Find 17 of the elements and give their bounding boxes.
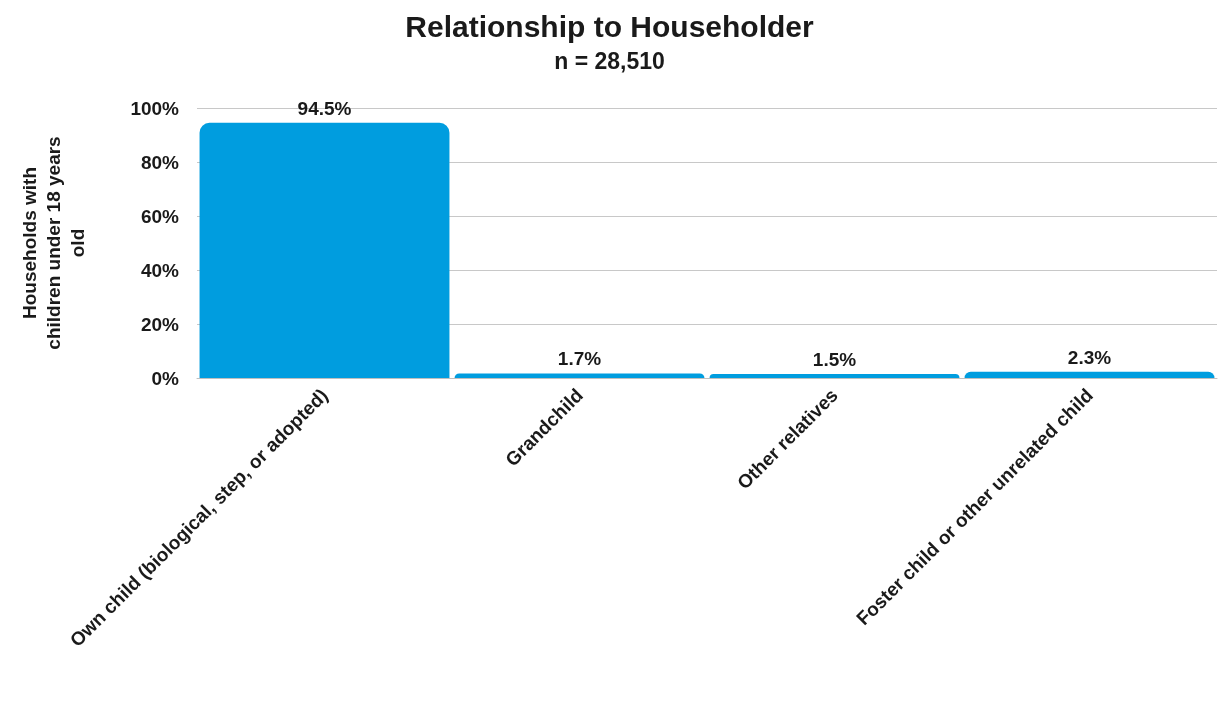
y-tick-label: 40% xyxy=(140,259,180,281)
data-label: 1.7% xyxy=(557,348,602,370)
bar xyxy=(964,371,1215,378)
y-tick-label: 80% xyxy=(140,151,180,173)
data-label: 2.3% xyxy=(1067,346,1112,368)
chart-subtitle: n = 28,510 xyxy=(554,47,665,74)
data-label: 1.5% xyxy=(812,348,857,370)
data-label: 94.5% xyxy=(297,97,352,119)
chart-title: Relationship to Householder xyxy=(405,9,814,43)
y-tick-label: 100% xyxy=(130,97,180,119)
y-tick-label: 20% xyxy=(140,313,180,335)
y-axis-title: Households with children under 18 years old xyxy=(18,136,88,350)
y-tick-label: 0% xyxy=(151,367,180,389)
bar xyxy=(199,122,450,378)
y-tick-label: 60% xyxy=(140,205,180,227)
bar xyxy=(709,373,960,378)
bar xyxy=(454,373,705,378)
